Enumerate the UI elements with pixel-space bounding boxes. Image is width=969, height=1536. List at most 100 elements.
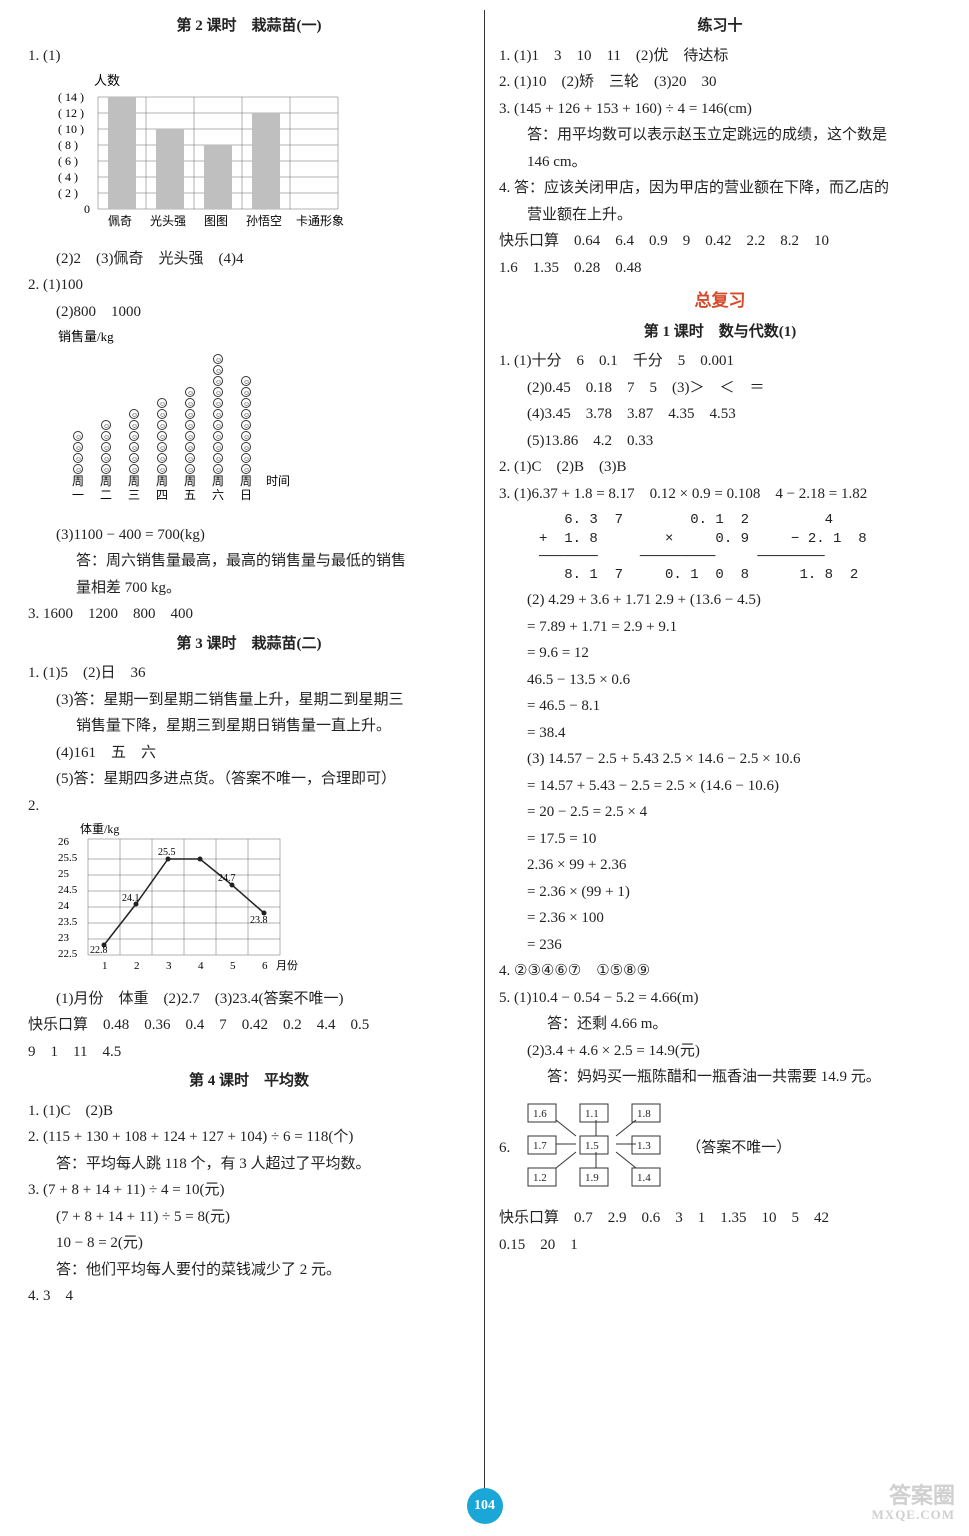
left-column: 第 2 课时 栽蒜苗(一) 1. (1) 人数 ( 14 ) ( 12 ) ( …	[20, 10, 478, 1496]
stack-chart: 销售量/kg ☺☺☺☺☺☺☺☺☺☺☺☺☺☺☺☺☺☺☺☺☺☺☺☺☺☺☺☺☺☺☺☺☺…	[58, 329, 470, 519]
l4-q2b: 答：平均每人跳 118 个，有 3 人超过了平均数。	[28, 1152, 470, 1178]
svg-text:☺: ☺	[103, 444, 110, 452]
e-ks-b: 1.6 1.35 0.28 0.48	[499, 256, 941, 282]
svg-text:☺: ☺	[131, 422, 138, 430]
svg-text:☺: ☺	[215, 422, 222, 430]
svg-text:周: 周	[240, 474, 252, 488]
r3-3f: = 2.36 × (99 + 1)	[499, 880, 941, 906]
svg-text:三: 三	[128, 488, 140, 502]
r1-4: (4)3.45 3.78 3.87 4.35 4.53	[499, 402, 941, 428]
svg-text:22.8: 22.8	[90, 945, 108, 956]
svg-text:☺: ☺	[187, 444, 194, 452]
l3-chart-ans: (1)月份 体重 (2)2.7 (3)23.4(答案不唯一)	[28, 987, 470, 1013]
svg-text:光头强: 光头强	[150, 214, 186, 228]
r6-lead: 6.	[499, 1136, 510, 1162]
svg-text:☺: ☺	[75, 433, 82, 441]
r3-2c: = 9.6 = 12	[499, 641, 941, 667]
svg-text:周: 周	[72, 474, 84, 488]
calc-vertical: 6. 3 7 0. 1 2 4 + 1. 8 × 0. 9 − 2. 1 8 ─…	[539, 511, 941, 584]
svg-text:☺: ☺	[159, 444, 166, 452]
svg-text:☺: ☺	[243, 389, 250, 397]
svg-text:月份: 月份	[276, 959, 298, 972]
q2-1: 2. (1)100	[28, 273, 470, 299]
lesson2-title: 第 2 课时 栽蒜苗(一)	[28, 14, 470, 40]
e4b: 营业额在上升。	[499, 203, 941, 229]
svg-text:5: 5	[230, 960, 236, 972]
svg-text:2: 2	[134, 960, 140, 972]
line-chart: 体重/kg 26 25.5 25 24.5 24 23.5 23 22.5	[58, 823, 470, 983]
svg-text:☺: ☺	[75, 444, 82, 452]
l3-kousuan-a: 快乐口算 0.48 0.36 0.4 7 0.42 0.2 4.4 0.5	[28, 1013, 470, 1039]
svg-text:☺: ☺	[131, 444, 138, 452]
magic-grid: 1.61.11.81.71.51.31.21.91.4	[518, 1096, 678, 1202]
svg-text:( 6 ): ( 6 )	[58, 154, 78, 168]
r1-5: (5)13.86 4.2 0.33	[499, 429, 941, 455]
r4: 4. ②③④⑥⑦ ①⑤⑧⑨	[499, 959, 941, 985]
svg-text:周: 周	[156, 474, 168, 488]
r3-2d: 46.5 − 13.5 × 0.6	[499, 668, 941, 694]
svg-text:☺: ☺	[215, 433, 222, 441]
svg-text:六: 六	[212, 488, 224, 502]
q2-3a: (3)1100 − 400 = 700(kg)	[28, 523, 470, 549]
svg-text:☺: ☺	[159, 433, 166, 441]
svg-text:24.7: 24.7	[218, 873, 236, 884]
svg-text:☺: ☺	[103, 466, 110, 474]
l3-q1-4: (4)161 五 六	[28, 741, 470, 767]
svg-text:☺: ☺	[75, 455, 82, 463]
svg-text:周: 周	[128, 474, 140, 488]
svg-text:( 14 ): ( 14 )	[58, 90, 84, 104]
r-ks-b: 0.15 20 1	[499, 1233, 941, 1259]
watermark-sub: MXQE.COM	[872, 1508, 955, 1522]
svg-text:☺: ☺	[243, 444, 250, 452]
svg-text:☺: ☺	[187, 411, 194, 419]
svg-text:( 10 ): ( 10 )	[58, 122, 84, 136]
l4-q3d: 答：他们平均每人要付的菜钱减少了 2 元。	[28, 1258, 470, 1284]
r3-3e: 2.36 × 99 + 2.36	[499, 853, 941, 879]
l4-q3b: (7 + 8 + 14 + 11) ÷ 5 = 8(元)	[28, 1205, 470, 1231]
l3-q1-3a: (3)答：星期一到星期二销售量上升，星期二到星期三	[28, 688, 470, 714]
q2-3c: 量相差 700 kg。	[28, 576, 470, 602]
bar-ylabel: 人数	[94, 73, 120, 88]
l4-q3a: 3. (7 + 8 + 14 + 11) ÷ 4 = 10(元)	[28, 1178, 470, 1204]
svg-text:☺: ☺	[75, 466, 82, 474]
svg-text:☺: ☺	[103, 422, 110, 430]
q2-3b: 答：周六销售量最高，最高的销售量与最低的销售	[28, 549, 470, 575]
svg-text:☺: ☺	[215, 466, 222, 474]
svg-text:☺: ☺	[215, 356, 222, 364]
r3-head: 3. (1)6.37 + 1.8 = 8.17 0.12 × 0.9 = 0.1…	[499, 482, 941, 508]
svg-text:26: 26	[58, 836, 70, 848]
svg-text:体重/kg: 体重/kg	[80, 823, 119, 836]
svg-text:☺: ☺	[243, 400, 250, 408]
r3-2f: = 38.4	[499, 721, 941, 747]
svg-text:☺: ☺	[103, 433, 110, 441]
svg-text:销售量/kg: 销售量/kg	[58, 329, 114, 344]
l4-q4: 4. 3 4	[28, 1284, 470, 1310]
r3-3c: = 20 − 2.5 = 2.5 × 4	[499, 800, 941, 826]
r3-3h: = 236	[499, 933, 941, 959]
svg-text:24: 24	[58, 900, 70, 912]
svg-text:1.4: 1.4	[637, 1172, 651, 1184]
svg-text:一: 一	[72, 488, 84, 502]
svg-text:25.5: 25.5	[158, 847, 176, 858]
l3-q1-3b: 销售量下降，星期三到星期日销售量一直上升。	[28, 714, 470, 740]
e2: 2. (1)10 (2)矫 三轮 (3)20 30	[499, 70, 941, 96]
svg-text:图图: 图图	[204, 214, 228, 228]
svg-text:23: 23	[58, 932, 70, 944]
svg-text:周: 周	[212, 474, 224, 488]
r5-1a: 5. (1)10.4 − 0.54 − 5.2 = 4.66(m)	[499, 986, 941, 1012]
l4-q1: 1. (1)C (2)B	[28, 1099, 470, 1125]
svg-text:1.6: 1.6	[533, 1108, 547, 1120]
svg-text:☺: ☺	[187, 422, 194, 430]
svg-text:1.9: 1.9	[585, 1172, 599, 1184]
e4a: 4. 答：应该关闭甲店，因为甲店的营业额在下降，而乙店的	[499, 176, 941, 202]
svg-text:☺: ☺	[159, 455, 166, 463]
svg-text:☺: ☺	[243, 433, 250, 441]
r3-3d: = 17.5 = 10	[499, 827, 941, 853]
r3-2a: (2) 4.29 + 3.6 + 1.71 2.9 + (13.6 − 4.5)	[499, 588, 941, 614]
svg-text:23.8: 23.8	[250, 915, 268, 926]
r5-2b: 答：妈妈买一瓶陈醋和一瓶香油一共需要 14.9 元。	[499, 1065, 941, 1091]
r3-2b: = 7.89 + 1.71 = 2.9 + 9.1	[499, 615, 941, 641]
svg-text:时间: 时间	[266, 474, 290, 488]
svg-text:☺: ☺	[215, 367, 222, 375]
r1-2: (2)0.45 0.18 7 5 (3)＞ ＜ ＝	[499, 376, 941, 402]
